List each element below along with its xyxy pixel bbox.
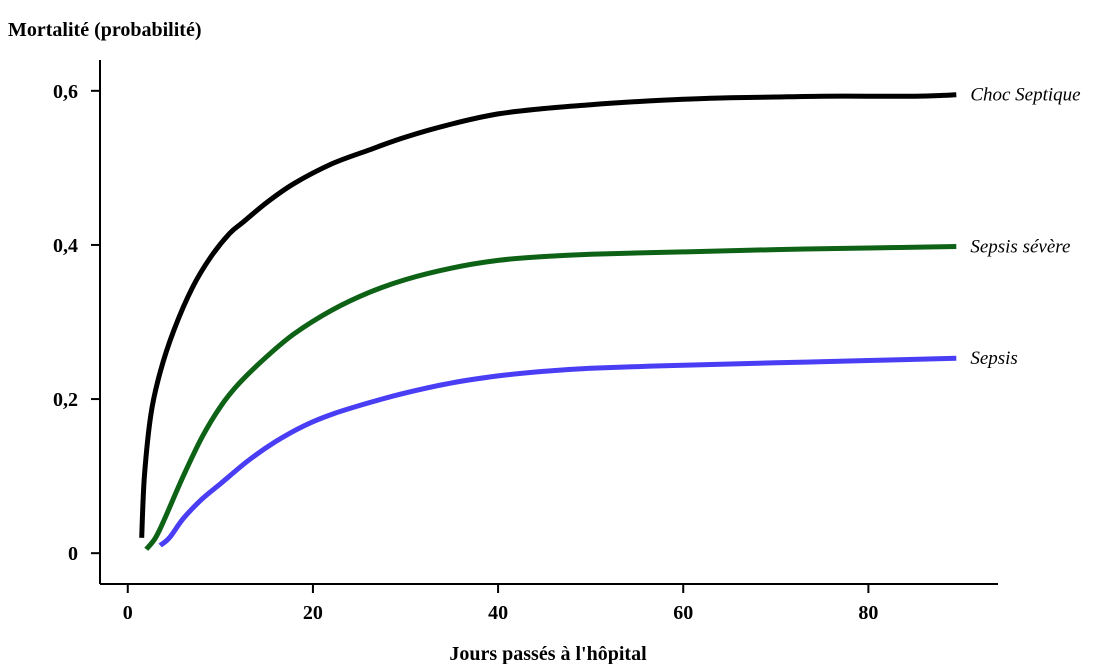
axis-ticks: 0 20 40 60 80 0 0,2 0,4 0,6 [53, 81, 878, 624]
series-line-2 [158, 355, 957, 548]
y-axis-title: Mortalité (probabilité) [8, 19, 201, 41]
series-label-0: Choc Septique [970, 85, 1080, 106]
x-tick-label: 40 [488, 602, 508, 624]
y-tick-label: 0,4 [53, 235, 78, 257]
series-line-1 [144, 244, 957, 551]
x-tick-label: 60 [673, 602, 693, 624]
x-axis-title: Jours passés à l'hôpital [449, 643, 647, 664]
y-tick-label: 0,6 [53, 81, 78, 103]
series-label-2: Sepsis [970, 348, 1018, 369]
y-tick-label: 0,2 [53, 389, 78, 411]
series-lines [139, 92, 957, 551]
x-tick-label: 0 [123, 602, 133, 624]
x-tick-label: 20 [303, 602, 323, 624]
series-label-1: Sepsis sévère [970, 236, 1070, 257]
series-line-0 [139, 92, 957, 538]
y-tick-label: 0 [68, 543, 78, 565]
series-labels: Choc Septique Sepsis sévère Sepsis [970, 85, 1080, 370]
x-tick-label: 80 [858, 602, 878, 624]
